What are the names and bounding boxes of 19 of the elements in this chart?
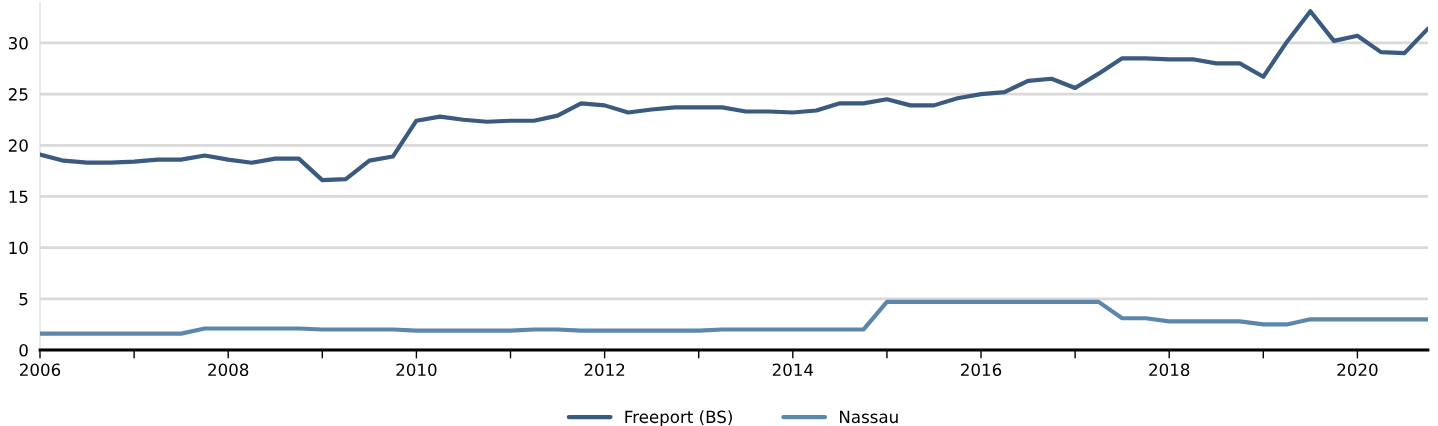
x-tick-label: 2012 [584,363,625,377]
y-tick-label: 30 [8,36,28,50]
y-tick-label: 25 [8,88,28,101]
legend-label: Freeport (BS) [625,410,732,426]
y-tick-label: 5 [19,293,28,306]
legend-label: Nassau [840,410,898,424]
line-series [40,299,1428,336]
x-tick-label: 2020 [1337,363,1378,377]
x-tick-label: 2016 [961,363,1002,377]
y-tick-label: 0 [19,343,28,357]
x-tick-label: 2010 [396,363,437,377]
x-tick-label: 2014 [772,363,814,377]
line-series [40,9,1428,183]
x-tick-label: 2018 [1149,363,1190,377]
x-tick-label: 2006 [20,363,61,377]
y-tick-label: 20 [8,139,28,152]
y-tick-label: 10 [9,241,28,255]
x-tick-label: 2008 [208,363,249,377]
y-tick-label: 15 [9,190,28,204]
